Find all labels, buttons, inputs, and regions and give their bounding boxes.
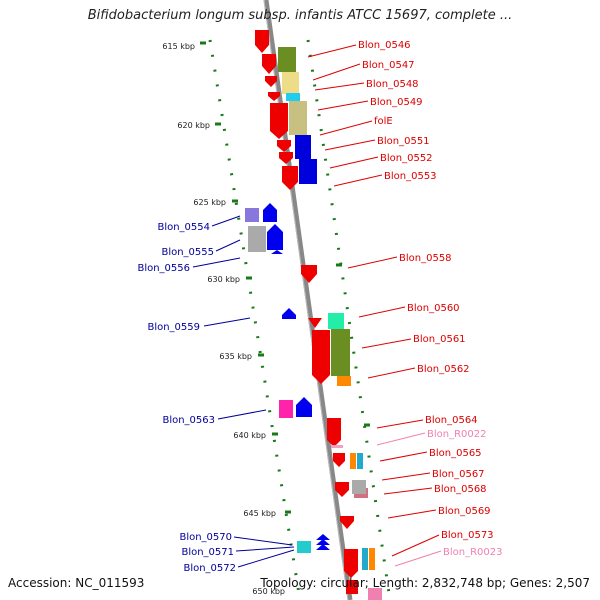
gene-label[interactable]: Blon_0551 [377, 136, 430, 147]
ruler-label-630: 630 kbp [207, 275, 240, 284]
gene-label[interactable]: Blon_0561 [413, 334, 466, 345]
gene-label[interactable]: Blon_0562 [417, 364, 470, 375]
gene-arrow [255, 30, 269, 53]
gene-arrow [344, 549, 358, 578]
gene-arrow [262, 54, 276, 74]
gene-label[interactable]: Blon_0547 [362, 60, 415, 71]
gene-label[interactable]: Blon_0571 [181, 547, 234, 558]
ruler-label-640: 640 kbp [233, 431, 266, 440]
ruler-ticks [200, 41, 370, 514]
gene-arrow [282, 166, 298, 190]
map-title: Bifidobacterium longum subsp. infantis A… [87, 8, 513, 23]
gene-label[interactable]: Blon_0553 [384, 171, 437, 182]
gene-label[interactable]: Blon_0549 [370, 97, 423, 108]
gene-arrow [340, 516, 354, 529]
gene-label[interactable]: Blon_0552 [380, 153, 433, 164]
gene-label[interactable]: Blon_0546 [358, 40, 411, 51]
gene-label[interactable]: Blon_0560 [407, 303, 460, 314]
gene-arrow [327, 418, 341, 447]
gene-label[interactable]: folE [374, 116, 393, 127]
left-leaders [192, 215, 295, 568]
rna-gene [368, 588, 382, 600]
ruler-label-625: 625 kbp [193, 198, 226, 207]
topology-text: Topology: circular; Length: 2,832,748 bp… [260, 576, 590, 590]
gene-arrow [268, 92, 280, 101]
genome-backbone [263, 0, 353, 600]
cog-boxes [278, 47, 375, 570]
gene-arrow [308, 318, 322, 328]
gene-arrow [335, 482, 349, 497]
gene-label[interactable]: Blon_0555 [161, 247, 214, 258]
gene-label[interactable]: Blon_0569 [438, 506, 491, 517]
gene-arrow [301, 265, 317, 283]
gene-label[interactable]: Blon_R0023 [443, 547, 503, 558]
gene-label[interactable]: Blon_0565 [429, 448, 482, 459]
gene-label[interactable]: Blon_0548 [366, 79, 419, 90]
gene-label[interactable]: Blon_0563 [162, 415, 215, 426]
gene-label[interactable]: Blon_0573 [441, 530, 494, 541]
gene-arrow [265, 76, 277, 87]
forward-genes [255, 30, 382, 600]
right-leaders [307, 44, 440, 557]
reverse-genes [245, 203, 330, 553]
gene-label[interactable]: Blon_0570 [179, 532, 232, 543]
gene-arrow [346, 580, 358, 594]
gene-arrow [333, 453, 345, 467]
gene-arrow [312, 330, 330, 384]
accession-text: Accession: NC_011593 [8, 576, 145, 590]
ruler-label-645: 645 kbp [243, 509, 276, 518]
right-labels: Blon_0546 Blon_0547 Blon_0548 Blon_0549 … [358, 40, 503, 558]
gene-label[interactable]: Blon_0567 [432, 469, 485, 480]
rna-gene [331, 445, 343, 448]
ruler-label-650: 650 kbp [252, 587, 285, 596]
gene-arrow [279, 152, 293, 164]
gene-label[interactable]: Blon_R0022 [427, 429, 487, 440]
gene-arrow [277, 140, 291, 152]
ruler-label-615: 615 kbp [162, 42, 195, 51]
left-labels: Blon_0554 Blon_0555 Blon_0556 Blon_0559 … [137, 222, 236, 574]
gene-label[interactable]: Blon_0554 [157, 222, 210, 233]
gene-label[interactable]: Blon_0556 [137, 263, 190, 274]
gene-label[interactable]: Blon_0559 [147, 322, 200, 333]
gene-label[interactable]: Blon_0568 [434, 484, 487, 495]
ruler-label-620: 620 kbp [177, 121, 210, 130]
ruler-label-635: 635 kbp [219, 352, 252, 361]
gene-label[interactable]: Blon_0572 [183, 563, 236, 574]
gene-label[interactable]: Blon_0564 [425, 415, 478, 426]
gene-label[interactable]: Blon_0558 [399, 253, 452, 264]
gene-arrow [270, 103, 288, 139]
genome-backbone-highlight [263, 0, 349, 600]
